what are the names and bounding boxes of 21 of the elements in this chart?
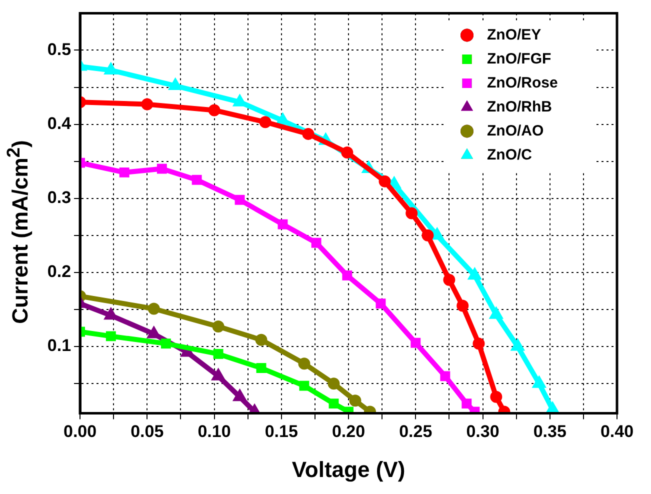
legend-label: ZnO/RhB	[487, 98, 552, 116]
x-tick-label: 0.30	[466, 422, 500, 442]
x-tick-label: 0.20	[332, 422, 366, 442]
x-tick-label: 0.25	[399, 422, 432, 442]
y-tick-label: 0.4	[47, 114, 72, 133]
x-tick-label: 0.15	[264, 422, 298, 442]
y-tick-label: 0.1	[47, 336, 72, 356]
y-tick-label: 0.5	[47, 40, 72, 59]
x-tick-label: 0.10	[198, 422, 231, 442]
legend-label: ZnO/C	[487, 146, 532, 164]
x-tick-label: 0.35	[533, 422, 566, 442]
legend-label: ZnO/AO	[487, 122, 544, 140]
x-tick-label: 0.05	[130, 422, 164, 442]
legend-label: ZnO/FGF	[487, 50, 552, 68]
y-tick-label: 0.3	[47, 188, 72, 208]
y-tick-label: 0.2	[47, 262, 72, 282]
x-tick-label: 0.00	[63, 422, 97, 442]
x-axis-title: Voltage (V)	[292, 456, 406, 482]
legend-label: ZnO/EY	[487, 26, 542, 44]
legend-label: ZnO/Rose	[487, 74, 558, 92]
x-tick-label: 0.40	[600, 422, 634, 442]
